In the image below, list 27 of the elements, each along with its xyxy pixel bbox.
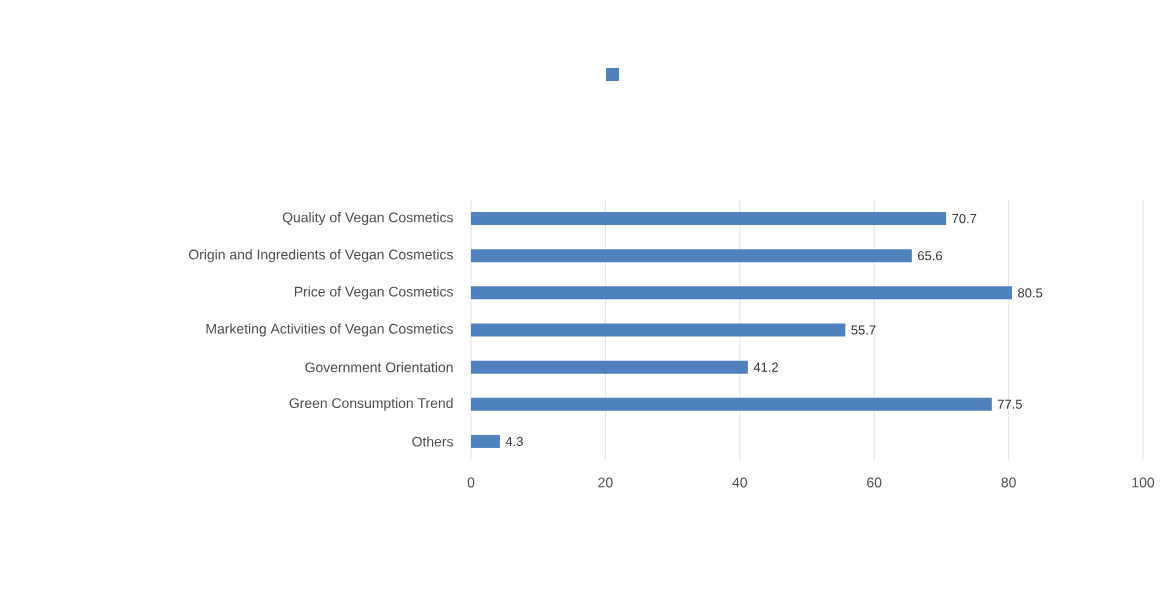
y-tick-label: Origin and Ingredients of Vegan Cosmetics bbox=[188, 249, 453, 263]
x-tick-label: 40 bbox=[732, 477, 748, 488]
bar bbox=[471, 249, 912, 263]
bar bbox=[471, 212, 947, 226]
y-tick-label: Green Consumption Trend bbox=[289, 397, 453, 411]
x-tick-label: 20 bbox=[598, 477, 613, 488]
y-tick-label: Government Orientation bbox=[305, 362, 453, 373]
data-label: 65.6 bbox=[918, 251, 942, 261]
y-tick-label: Quality of Vegan Cosmetics bbox=[282, 212, 453, 226]
y-tick-label: Others bbox=[412, 436, 453, 447]
data-label: 41.2 bbox=[753, 362, 778, 372]
data-label: 77.5 bbox=[998, 399, 1022, 409]
bar bbox=[471, 397, 992, 411]
data-label: 80.5 bbox=[1018, 288, 1043, 298]
x-tick-label: 0 bbox=[467, 477, 475, 488]
x-tick-label: 100 bbox=[1132, 477, 1155, 488]
bar bbox=[471, 434, 500, 448]
y-tick-label: Marketing Activities of Vegan Cosmetics bbox=[206, 323, 453, 337]
x-tick-label: 80 bbox=[1001, 477, 1016, 488]
data-label: 4.3 bbox=[505, 436, 523, 447]
y-tick-label: Price of Vegan Cosmetics bbox=[294, 286, 453, 300]
data-label: 70.7 bbox=[952, 213, 977, 224]
bar bbox=[471, 323, 846, 337]
bar bbox=[471, 286, 1012, 300]
bar bbox=[471, 360, 748, 374]
data-label: 55.7 bbox=[851, 325, 876, 335]
x-tick-label: 60 bbox=[867, 477, 882, 488]
